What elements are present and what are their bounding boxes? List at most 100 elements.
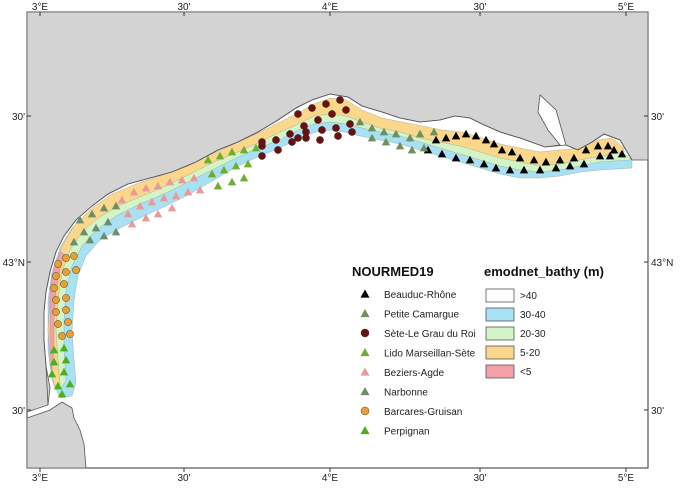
legend-bathy-swatch [485,326,515,341]
site-marker [239,145,249,154]
coastline [43,93,633,406]
site-marker [127,219,137,228]
site-marker [367,133,377,142]
site-marker [61,355,71,364]
site-marker [183,187,193,196]
site-marker [328,110,336,118]
site-marker [529,155,539,164]
site-marker [64,318,72,326]
legend-bathy-label: 30-40 [520,310,546,321]
site-marker [541,157,551,166]
site-marker [258,152,266,160]
legend-site-marker [360,328,370,338]
site-marker [60,280,68,288]
legend-bathy-label: 20-30 [520,329,546,340]
tick-top: 30' [177,2,190,13]
site-marker [555,155,565,164]
site-marker [405,133,415,142]
site-marker [258,138,266,146]
site-marker [505,165,515,174]
site-marker [302,128,310,136]
tick-top: 5°E [618,2,635,13]
site-marker [62,254,70,262]
site-marker [66,330,74,338]
legend-site-marker [360,426,370,435]
site-marker [355,117,365,126]
site-marker [213,181,223,190]
site-marker [272,136,280,144]
legend-site-label: Sète-Le Grau du Roi [384,329,476,340]
tick-right: 30' [651,112,664,123]
site-marker [203,155,213,164]
legend-site-label: Barcares-Gruisan [384,407,462,418]
site-marker [465,155,475,164]
tick-top: 4°E [322,2,339,13]
frame-ticks: 3°E 30' 4°E 30' 5°E 3°E 30' 4°E 30' 5°E 30' 43°N 30'… [3,2,674,484]
site-marker [177,175,187,184]
legend-bathy-label: <5 [520,367,532,378]
site-marker [431,135,441,144]
site-marker [207,169,217,178]
site-marker [52,296,60,304]
tick-bottom: 5°E [618,473,635,484]
site-marker [103,217,113,226]
site-marker [47,369,57,378]
site-marker [581,145,591,154]
site-marker [85,235,95,244]
tick-bottom: 3°E [32,473,49,484]
site-marker [481,135,491,144]
site-marker [423,145,433,154]
tick-right: 30' [651,406,664,417]
site-marker [322,100,330,108]
legend-bathy: emodnet_bathy (m) >40 30-40 20-30 5-20 <5 [484,264,604,379]
site-marker [605,151,615,160]
legend-site-label: Beauduc-Rhône [384,290,457,301]
site-marker [603,141,613,150]
legend-site-marker [360,348,370,357]
site-marker [227,147,237,156]
legend-bathy-label: >40 [520,291,537,302]
legend-bathy-label: 5-20 [520,348,540,359]
legend-sites: NOURMED19 Beauduc-Rhône Petite Camargue Sè… [352,264,476,438]
tick-left: 30' [12,406,25,417]
site-marker [391,129,401,138]
tick-bottom: 30' [473,473,486,484]
site-markers [47,96,627,398]
site-marker [497,145,507,154]
site-marker [123,209,133,218]
site-marker [318,126,326,134]
site-marker [251,143,261,152]
site-marker [52,272,60,280]
site-marker [91,223,101,232]
tick-top: 3°E [32,2,49,13]
legend-site-marker [360,387,370,396]
site-marker [111,227,121,236]
site-marker [129,187,139,196]
site-marker [141,213,151,222]
site-marker [395,141,405,150]
legend-site-label: Lido Marseillan-Sète [384,349,476,360]
site-marker [415,129,425,138]
legend-site-marker [360,309,370,318]
site-marker [316,136,324,144]
site-marker [348,128,356,136]
site-marker [141,183,151,192]
site-marker [274,146,282,154]
site-marker [407,145,417,154]
site-marker [437,149,447,158]
legend-site-label: Petite Camargue [384,310,459,321]
site-marker [215,151,225,160]
site-marker [451,131,461,140]
site-marker [79,227,89,236]
legend-site-marker [360,289,370,298]
site-marker [62,268,70,276]
site-marker [515,153,525,162]
site-marker [381,137,391,146]
legend-bathy-title: emodnet_bathy (m) [484,264,604,279]
site-marker [195,185,205,194]
legend-site-label: Beziers-Agde [384,368,444,379]
legend-site-marker [360,406,370,416]
site-marker [159,193,169,202]
site-marker [535,165,545,174]
